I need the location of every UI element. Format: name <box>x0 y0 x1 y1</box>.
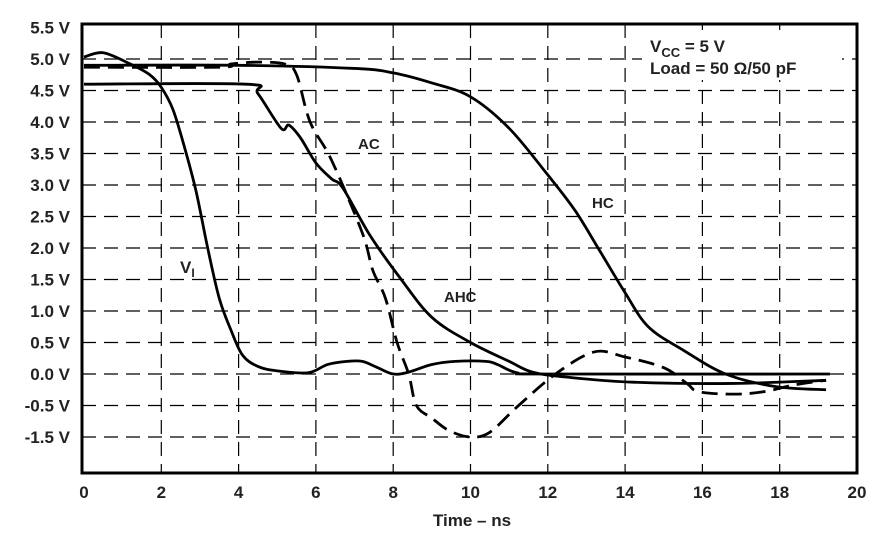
x-axis: 0 2 4 6 8 10 12 14 16 18 20 <box>79 483 866 502</box>
x-tick-label: 20 <box>848 483 867 502</box>
y-tick-label: 3.0 V <box>30 176 70 195</box>
x-tick-label: 6 <box>311 483 320 502</box>
vcc-rest: = 5 V <box>680 37 726 56</box>
series-line-ac <box>83 60 827 439</box>
x-tick-label: 18 <box>770 483 789 502</box>
y-tick-label: 5.5 V <box>30 19 70 38</box>
vcc-annotation: VCC = 5 V <box>650 37 726 60</box>
x-tick-label: 0 <box>79 483 88 502</box>
x-tick-label: 14 <box>616 483 635 502</box>
grid <box>82 24 857 473</box>
y-tick-label: 0.0 V <box>30 365 70 384</box>
x-tick-label: 12 <box>538 483 557 502</box>
y-tick-label: 5.0 V <box>30 50 70 69</box>
y-tick-label: 2.5 V <box>30 208 70 227</box>
x-tick-label: 8 <box>388 483 397 502</box>
x-tick-label: 4 <box>234 483 244 502</box>
y-tick-label: 3.5 V <box>30 145 70 164</box>
series-line-ahc <box>83 82 827 385</box>
y-tick-label: 1.5 V <box>30 271 70 290</box>
vi-sub: I <box>191 266 194 280</box>
load-annotation: Load = 50 Ω/50 pF <box>650 59 796 78</box>
x-axis-label: Time – ns <box>433 511 511 530</box>
series-label-ahc: AHC <box>444 289 477 306</box>
y-tick-label: 1.0 V <box>30 302 70 321</box>
x-tick-label: 16 <box>693 483 712 502</box>
series-label-hc: HC <box>592 195 614 212</box>
y-tick-label: -1.5 V <box>25 428 71 447</box>
y-tick-label: 0.5 V <box>30 334 70 353</box>
y-tick-label: 4.5 V <box>30 82 70 101</box>
series-line-vi <box>83 51 830 376</box>
y-tick-label: 4.0 V <box>30 113 70 132</box>
vcc-sub: CC <box>661 45 680 60</box>
vi-main: V <box>180 258 192 277</box>
y-tick-label: 2.0 V <box>30 239 70 258</box>
x-tick-label: 10 <box>461 483 480 502</box>
series-line-hc <box>83 63 827 392</box>
x-tick-label: 2 <box>157 483 166 502</box>
y-tick-label: -0.5 V <box>25 397 71 416</box>
plot-frame <box>80 22 859 475</box>
series-label-vi: VI <box>180 258 195 280</box>
series-lines <box>83 51 830 439</box>
y-axis: 5.5 V 5.0 V 4.5 V 4.0 V 3.5 V 3.0 V 2.5 V 2.0 V… <box>25 19 71 448</box>
vcc-main: V <box>650 37 662 56</box>
annotation-box <box>642 30 842 80</box>
series-label-ac: AC <box>358 136 380 153</box>
